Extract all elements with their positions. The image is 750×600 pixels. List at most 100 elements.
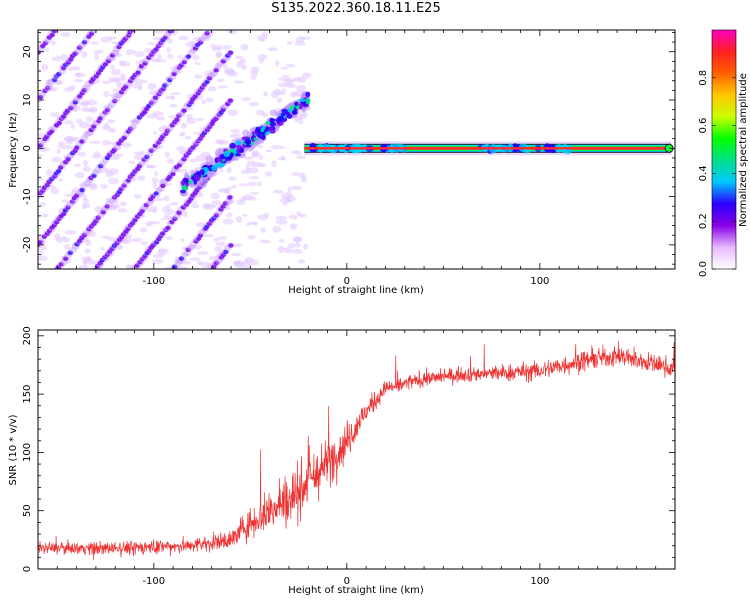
snr-y-tick-label: 100 xyxy=(22,443,33,462)
spectral-speckle xyxy=(195,222,205,228)
harmonic-band-mark xyxy=(104,107,111,113)
transition-halo xyxy=(207,171,213,179)
spectral-speckle xyxy=(51,40,56,46)
transition-mark xyxy=(235,153,242,157)
harmonic-band-mark xyxy=(213,19,218,23)
harmonic-band-mark xyxy=(132,24,137,28)
transition-mark xyxy=(294,101,299,106)
harmonic-band-mark xyxy=(76,45,83,50)
harmonic-band-mark xyxy=(143,202,149,208)
spectral-speckle xyxy=(271,160,277,168)
harmonic-band-halo xyxy=(132,23,140,29)
harmonic-band-halo xyxy=(145,200,154,207)
spectral-speckle xyxy=(106,119,116,124)
spectral-speckle xyxy=(226,166,232,174)
spectral-speckle xyxy=(152,36,164,41)
spectral-speckle xyxy=(178,168,188,174)
colorbar-tick-label: 0.4 xyxy=(698,165,709,181)
spectral-speckle xyxy=(75,118,84,124)
spectral-speckle xyxy=(78,265,89,269)
spectral-speckle xyxy=(88,183,98,190)
spectral-speckle xyxy=(265,149,272,153)
spectral-speckle xyxy=(250,76,257,80)
spectral-speckle xyxy=(55,55,62,62)
spectral-speckle xyxy=(189,257,201,262)
harmonic-band-halo xyxy=(111,49,120,56)
spectral-speckle xyxy=(236,61,245,69)
spectral-speckle xyxy=(232,261,240,265)
spectral-speckle xyxy=(109,93,121,99)
harmonic-band-mark xyxy=(156,91,162,97)
spectral-speckle xyxy=(203,234,214,238)
snr-x-tick-label: -100 xyxy=(142,576,165,587)
harmonic-band-mark xyxy=(119,90,125,95)
harmonic-band-mark xyxy=(227,195,233,200)
spectral-speckle xyxy=(240,169,251,174)
spectral-speckle xyxy=(38,244,47,251)
harmonic-band-mark xyxy=(213,116,219,121)
harmonic-band-mark xyxy=(112,98,118,104)
transition-mark xyxy=(181,180,185,186)
harmonic-band-mark xyxy=(193,142,199,147)
spectral-speckle xyxy=(240,43,249,51)
snr-y-tick-label: 200 xyxy=(22,326,33,345)
harmonic-band-halo xyxy=(173,260,182,267)
harmonic-band-mark xyxy=(172,216,178,222)
harmonic-band-mark xyxy=(65,205,71,210)
spectral-speckle xyxy=(258,145,264,149)
harmonic-band-mark xyxy=(90,76,96,82)
spectral-speckle xyxy=(114,53,123,58)
colorbar-ticks: 0.0 0.2 0.4 0.6 0.8 xyxy=(698,70,736,277)
spectral-speckle xyxy=(220,187,230,193)
harmonic-band-mark xyxy=(135,70,141,75)
spectral-speckle xyxy=(277,97,282,104)
harmonic-band-mark xyxy=(227,50,234,55)
spectral-speckle xyxy=(167,38,173,44)
spectral-speckle xyxy=(153,130,158,135)
harmonic-band-mark xyxy=(51,77,58,82)
snr-ticks: -100 0 100 0 50 100 150 200 xyxy=(22,326,676,587)
page-title: S135.2022.360.18.11.E25 xyxy=(271,1,441,16)
harmonic-band-mark xyxy=(174,117,180,122)
harmonic-band-mark xyxy=(88,127,94,133)
harmonic-band-mark xyxy=(46,228,53,234)
harmonic-band-mark xyxy=(89,31,95,36)
harmonic-band-halo xyxy=(105,104,114,111)
spectral-speckle xyxy=(178,35,190,41)
spectral-speckle xyxy=(156,53,162,61)
spectral-speckle xyxy=(39,202,46,207)
spectral-speckle xyxy=(120,73,126,80)
spectrogram-y-tick-label: 20 xyxy=(22,45,33,58)
harmonic-band-mark xyxy=(138,18,143,22)
harmonic-band-mark xyxy=(197,40,204,45)
transition-mark xyxy=(261,134,266,141)
spectral-speckle xyxy=(228,176,237,181)
spectral-speckle xyxy=(38,154,43,158)
spectral-speckle xyxy=(176,266,188,269)
spectral-speckle xyxy=(85,116,94,122)
spectral-speckle xyxy=(270,91,279,99)
harmonic-band-mark xyxy=(51,223,57,228)
spectral-speckle xyxy=(275,189,284,195)
harmonic-band-mark xyxy=(49,273,54,277)
harmonic-band-mark xyxy=(164,128,171,133)
spectral-speckle xyxy=(247,181,258,187)
spectral-speckle xyxy=(217,85,229,89)
harmonic-band-halo xyxy=(138,160,147,167)
spectral-speckle xyxy=(180,122,188,130)
harmonic-band-mark xyxy=(41,234,48,239)
transition-mark xyxy=(245,138,251,146)
harmonic-band-mark xyxy=(227,98,234,103)
harmonic-band-mark xyxy=(220,59,226,64)
harmonic-band-mark xyxy=(93,218,99,224)
harmonic-band-mark xyxy=(153,47,159,52)
harmonic-band-mark xyxy=(116,44,122,50)
harmonic-band-mark xyxy=(138,64,144,69)
harmonic-band-mark xyxy=(61,114,67,119)
harmonic-band-mark xyxy=(121,183,127,188)
harmonic-band-mark xyxy=(100,209,106,215)
spectral-speckle xyxy=(46,78,53,82)
spectral-speckle xyxy=(135,60,141,65)
spectral-speckle xyxy=(299,114,307,120)
